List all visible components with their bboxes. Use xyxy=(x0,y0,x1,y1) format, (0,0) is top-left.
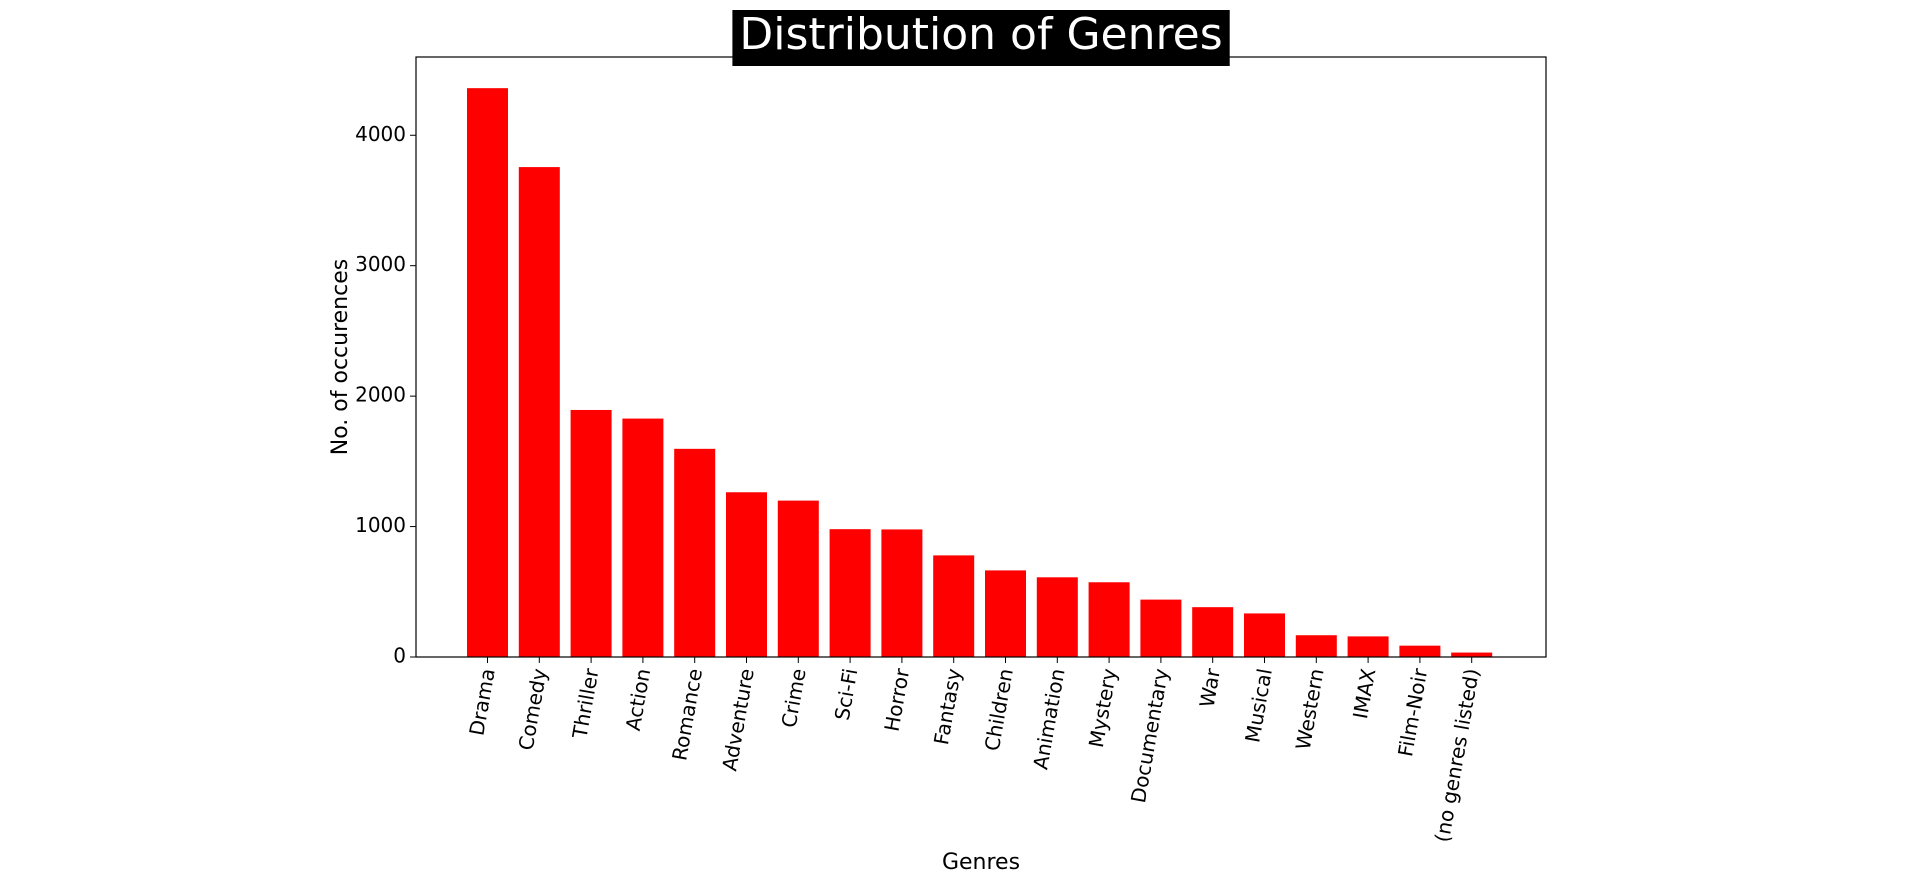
bar-adventure xyxy=(726,492,767,657)
chart-title-group: Distribution of Genres xyxy=(732,9,1230,66)
chart-title: Distribution of Genres xyxy=(739,9,1222,60)
bar-film-noir xyxy=(1399,645,1441,657)
x-tick-label: Comedy xyxy=(514,667,552,753)
bar-horror xyxy=(881,529,923,657)
bar-crime xyxy=(777,500,819,657)
bars-layer xyxy=(467,88,1493,658)
x-tick-label: Romance xyxy=(667,667,707,763)
bar-mystery xyxy=(1088,582,1130,657)
x-tick-label: Action xyxy=(621,667,656,733)
bar-thriller xyxy=(570,409,612,657)
x-tick-label: Thriller xyxy=(567,666,603,741)
bar-animation xyxy=(1036,577,1078,657)
bar-imax xyxy=(1347,636,1389,657)
x-tick-label: Horror xyxy=(880,666,915,733)
x-tick-label: (no genres listed) xyxy=(1430,667,1484,844)
bar-musical xyxy=(1244,613,1285,657)
x-tick-label: Mystery xyxy=(1084,666,1122,749)
x-tick-label: Western xyxy=(1291,667,1329,752)
x-tick-label: Crime xyxy=(777,667,811,730)
bar-romance xyxy=(674,448,716,657)
x-axis-label: Genres xyxy=(942,850,1020,875)
bar-western xyxy=(1295,635,1337,657)
x-tick-label: Sci-Fi xyxy=(830,667,863,722)
bar-war xyxy=(1192,607,1234,657)
y-tick-label: 4000 xyxy=(355,122,406,146)
y-axis-label: No. of occurences xyxy=(328,259,353,455)
y-tick-label: 2000 xyxy=(355,383,406,407)
bar-no-genres-listed xyxy=(1451,652,1493,657)
x-tick-label: Documentary xyxy=(1126,667,1173,805)
y-axis: 0 1000 2000 3000 4000 xyxy=(355,122,416,668)
bar-documentary xyxy=(1140,599,1182,657)
bar-action xyxy=(622,418,664,657)
bar-comedy xyxy=(518,167,560,657)
bar-children xyxy=(985,570,1026,657)
chart-title-background xyxy=(732,10,1230,66)
x-tick-label: Drama xyxy=(464,667,499,738)
y-tick-label: 1000 xyxy=(355,513,406,537)
x-tick-label: War xyxy=(1195,666,1226,709)
x-tick-label: Adventure xyxy=(717,667,759,773)
x-tick-label: IMAX xyxy=(1348,666,1380,720)
y-tick-label: 3000 xyxy=(355,252,406,276)
x-tick-label: Film-Noir xyxy=(1393,666,1432,758)
x-tick-label: Musical xyxy=(1240,667,1277,745)
x-tick-label: Animation xyxy=(1028,667,1069,772)
bar-drama xyxy=(467,88,508,658)
x-tick-label: Fantasy xyxy=(929,666,966,746)
x-tick-label: Children xyxy=(980,667,1018,753)
x-axis: Drama Comedy Thriller Action Romance Adventur… xyxy=(464,657,1484,844)
y-tick-label: 0 xyxy=(393,644,406,668)
bar-fantasy xyxy=(933,555,975,657)
bar-sci-fi xyxy=(829,529,871,657)
